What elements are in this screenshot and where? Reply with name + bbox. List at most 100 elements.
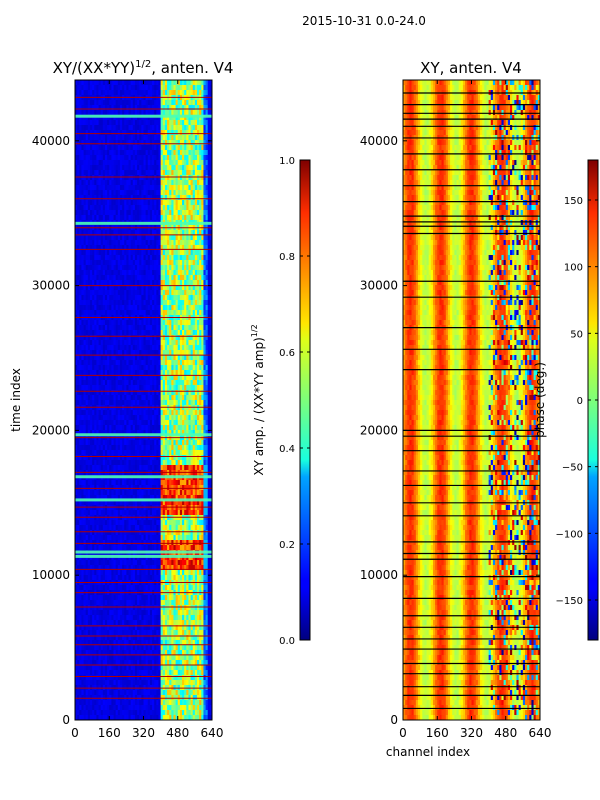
heatmap-cell [186,195,189,201]
heatmap-cell [162,440,166,446]
heatmap-cell [177,465,181,471]
heatmap-cell [107,195,110,201]
heatmap-cell [171,200,174,206]
heatmap-cell [197,115,200,121]
heatmap-cell [149,100,153,106]
heatmap-cell [124,350,127,356]
heatmap-cell [145,380,149,386]
heatmap-cell [167,105,170,111]
heatmap-cell [87,85,91,91]
heatmap-cell [141,350,144,356]
heatmap-cell [124,210,127,216]
heatmap-cell [203,105,206,111]
heatmap-cell [119,215,123,221]
heatmap-cell [113,325,117,331]
heatmap-cell [119,240,123,246]
heatmap-cell [92,395,95,401]
heatmap-cell [179,230,183,236]
heatmap-cell [167,425,170,431]
heatmap-cell [75,130,78,136]
heatmap-cell [171,170,174,176]
heatmap-cell [83,200,87,206]
heatmap-cell [179,265,183,271]
heatmap-cell [177,180,181,186]
heatmap-cell [171,370,174,376]
heatmap-cell [194,375,198,381]
heatmap-cell [201,165,204,171]
heatmap-cell [141,430,144,436]
heatmap-cell [175,170,179,176]
heatmap-cell [143,420,147,426]
heatmap-cell [137,385,140,391]
heatmap-cell [190,195,194,201]
heatmap-cell [102,235,106,241]
heatmap-cell [79,105,82,111]
heatmap-cell [89,200,93,206]
heatmap-cell [175,420,179,426]
heatmap-cell [199,205,202,211]
heatmap-cell [184,395,187,401]
heatmap-cell [160,160,164,166]
heatmap-cell [147,460,151,466]
heatmap-cell [109,200,112,206]
heatmap-cell [115,440,119,446]
heatmap-cell [139,135,142,141]
heatmap-cell [119,90,123,96]
heatmap-cell [203,125,206,131]
heatmap-cell [141,130,144,136]
heatmap-cell [87,215,91,221]
heatmap-cell [171,400,174,406]
heatmap-cell [83,455,87,461]
heatmap-cell [96,130,99,136]
heatmap-cell [186,135,189,141]
heatmap-cell [209,235,213,241]
heatmap-cell [128,440,132,446]
heatmap-cell [113,115,117,121]
heatmap-cell [83,120,87,126]
heatmap-cell [177,410,181,416]
heatmap-cell [124,280,127,286]
heatmap-cell [145,400,149,406]
heatmap-cell [197,360,200,366]
heatmap-cell [145,90,149,96]
heatmap-cell [156,465,159,471]
heatmap-cell [184,375,187,381]
heatmap-cell [171,440,174,446]
heatmap-cell [201,360,204,366]
heatmap-cell [156,395,159,401]
heatmap-cell [102,215,106,221]
heatmap-cell [152,375,155,381]
heatmap-cell [188,335,191,341]
heatmap-cell [171,330,174,336]
heatmap-cell [143,385,147,391]
heatmap-cell [171,275,174,281]
heatmap-cell [130,230,134,236]
heatmap-cell [98,80,102,86]
heatmap-cell [75,250,78,256]
heatmap-cell [92,215,95,221]
heatmap-cell [154,280,157,286]
heatmap-cell [134,325,138,331]
heatmap-cell [203,280,206,286]
heatmap-cell [171,335,174,341]
heatmap-cell [87,205,91,211]
heatmap-cell [102,185,106,191]
heatmap-cell [156,100,159,106]
heatmap-cell [139,275,142,281]
heatmap-cell [89,330,93,336]
heatmap-cell [117,440,121,446]
heatmap-cell [83,450,87,456]
heatmap-cell [75,215,78,221]
heatmap-cell [94,160,97,166]
heatmap-cell [128,320,132,326]
heatmap-cell [149,325,153,331]
heatmap-cell [197,370,200,376]
heatmap-cell [175,150,179,156]
heatmap-cell [179,210,183,216]
heatmap-cell [190,445,194,451]
heatmap-cell [107,125,110,131]
heatmap-cell [81,295,84,301]
heatmap-cell [145,385,149,391]
heatmap-cell [182,80,185,86]
heatmap-cell [75,345,78,351]
